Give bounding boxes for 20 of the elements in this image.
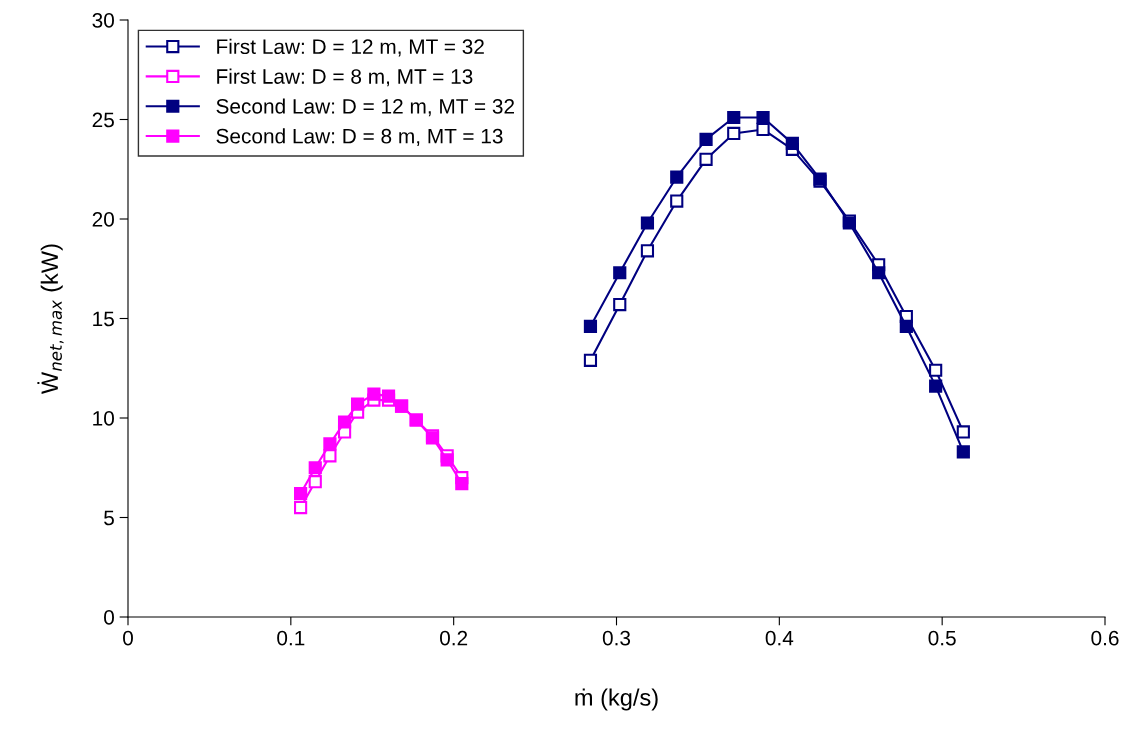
legend-label: Second Law: D = 12 m, MT = 32 [216, 98, 515, 117]
y-tick-label: 25 [92, 112, 114, 128]
y-tick-label: 10 [93, 411, 114, 426]
x-tick-label: 0 [123, 630, 133, 646]
x-tick-label: 0.2 [440, 630, 468, 646]
x-tick-label: 0.5 [928, 630, 956, 646]
x-tick-label: 0.4 [765, 630, 794, 646]
legend-label: Second Law: D = 8 m, MT = 13 [216, 128, 503, 147]
y-axis-title: Ẇ$_{net,max}$ (kW) [37, 244, 64, 395]
y-tick-label: 15 [93, 311, 114, 327]
legend-label: First Law: D = 12 m, MT = 32 [217, 38, 484, 57]
y-tick-label: 5 [104, 510, 114, 526]
x-tick-label: 0.3 [602, 630, 631, 646]
y-tick-label: 20 [92, 212, 114, 227]
x-tick-label: 0.6 [1091, 630, 1119, 646]
legend-label: First Law: D = 8 m, MT = 13 [217, 68, 473, 87]
x-axis-title: ṁ (kg/s) [575, 688, 658, 711]
x-tick-label: 0.1 [277, 630, 305, 646]
y-tick-label: 30 [92, 13, 114, 28]
y-tick-label: 0 [104, 610, 114, 625]
